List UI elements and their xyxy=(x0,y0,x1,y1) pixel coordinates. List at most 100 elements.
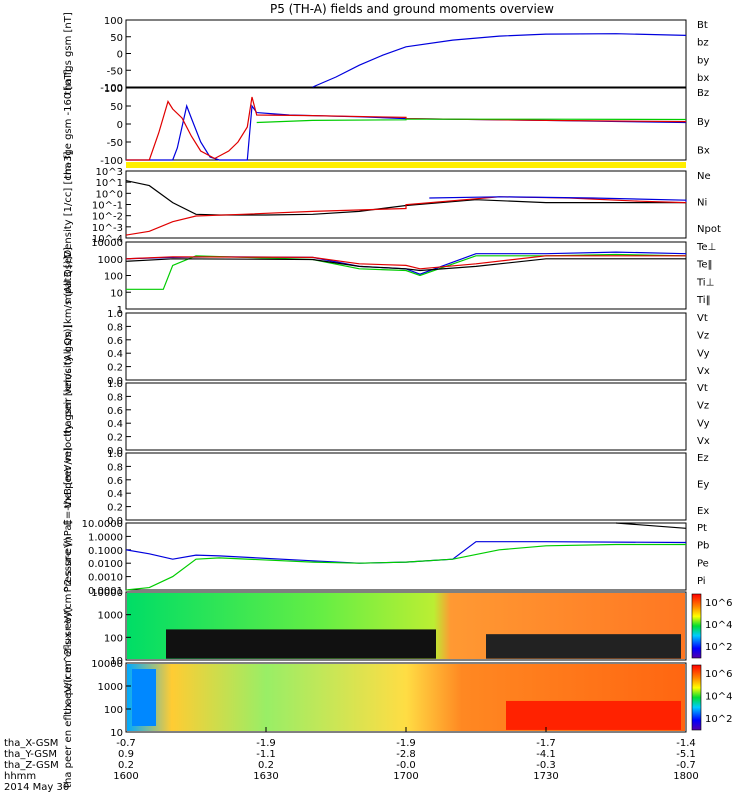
y-tick-label: 0.2 xyxy=(107,503,123,514)
y-tick-label: 50 xyxy=(110,33,123,44)
spectrogram-low-flux-region xyxy=(486,634,681,659)
y-tick-label: 0.1000 xyxy=(88,546,123,557)
series-line xyxy=(126,253,687,290)
y-tick-label: 0 xyxy=(117,50,123,61)
y-tick-label: 0.6 xyxy=(107,336,123,347)
y-axis-label-peer-spec: tha peer en eflux eV/(cm^2-s-sr-eV) xyxy=(63,607,74,788)
y-tick-label: 0.4 xyxy=(107,489,123,500)
y-tick-label: 0.6 xyxy=(107,476,123,487)
y-tick-label: 0.0 xyxy=(107,446,123,457)
spectrogram-cold-region xyxy=(132,669,156,726)
y-axis-label-text: E=-VxB [mV/m] xyxy=(63,447,74,525)
ephemeris-value: -0.7 xyxy=(676,760,696,771)
y-tick-label: 1000 xyxy=(98,255,123,266)
y-tick-label: 1000 xyxy=(98,682,123,693)
y-axis-label-text: tha fgs gsm [nT] xyxy=(63,12,74,95)
ephemeris-value: 1600 xyxy=(113,771,138,782)
legend-entry: bz xyxy=(697,38,709,49)
legend-entry: Bz xyxy=(697,88,709,99)
y-axis-label-text: Pressure [nPa] xyxy=(63,521,74,593)
quality-flag-bar xyxy=(126,162,686,168)
ephemeris-value: -1.9 xyxy=(256,738,276,749)
y-tick-label: 0 xyxy=(117,120,123,131)
y-axis-label-fge: tha fge gsm -160 [nT] xyxy=(63,69,74,178)
y-tick-label: 10^-1 xyxy=(92,201,123,212)
y-tick-label: 10 xyxy=(110,656,123,667)
y-axis-label-text: tha peer velocity gsm [km/s (All Qs)] xyxy=(63,325,74,509)
series-line xyxy=(429,196,687,202)
legend-entry: Pt xyxy=(697,523,707,534)
y-axis-label-fgs: tha fgs gsm [nT] xyxy=(63,12,74,95)
legend-entry: Pi xyxy=(697,576,706,587)
series-line xyxy=(125,543,686,591)
ephemeris-value: 1730 xyxy=(533,771,558,782)
legend-entry: Npot xyxy=(697,224,721,235)
series-line xyxy=(125,258,686,272)
panel-frame-efield xyxy=(125,452,687,521)
y-tick-label: 0.2 xyxy=(107,433,123,444)
legend-entry: bx xyxy=(697,73,709,84)
colorbar-tick-label: 10^4 xyxy=(705,620,732,631)
y-tick-label: 100 xyxy=(104,633,123,644)
ephemeris-value: -1.7 xyxy=(536,738,556,749)
colorbar-tick-label: 10^6 xyxy=(705,669,732,680)
ephemeris-value: 1700 xyxy=(393,771,418,782)
legend-entry: Te⊥ xyxy=(696,242,716,253)
y-tick-label: 1000 xyxy=(98,611,123,622)
ephemeris-value: -5.1 xyxy=(676,749,696,760)
y-tick-label: 10000 xyxy=(91,238,123,249)
y-tick-label: 100 xyxy=(104,272,123,283)
chart-title: P5 (TH-A) fields and ground moments over… xyxy=(270,2,554,16)
y-tick-label: -100 xyxy=(100,83,123,94)
y-tick-label: 100 xyxy=(104,16,123,27)
y-tick-label: 0.4 xyxy=(107,419,123,430)
ephemeris-value: 0.2 xyxy=(258,760,274,771)
legend-entry: Ti‖ xyxy=(696,295,711,306)
y-axis-label-text: Density [1/cc] [cm-3] xyxy=(63,151,74,257)
series-line xyxy=(125,255,686,270)
y-tick-label: 0.0010 xyxy=(88,573,123,584)
colorbar-tick-label: 10^6 xyxy=(705,598,732,609)
legend-entry: Ne xyxy=(697,171,711,182)
ephemeris-value: -1.9 xyxy=(396,738,416,749)
y-tick-label: 10.0000 xyxy=(82,519,123,530)
legend-entry: Ni xyxy=(697,198,707,209)
series-line xyxy=(615,522,687,529)
y-tick-label: 10000 xyxy=(91,659,123,670)
y-axis-label-text: tha peer en eflux eV/(cm^2-s-sr-eV) xyxy=(63,607,74,788)
y-axis-label-peer-velocity: tha peer velocity gsm [km/s (All Qs)] xyxy=(63,325,74,509)
y-axis-label-pressure: Pressure [nPa] xyxy=(63,521,74,593)
legend-entry: Vx xyxy=(697,366,710,377)
y-tick-label: 0.0100 xyxy=(88,559,123,570)
ephemeris-value: 0.9 xyxy=(118,749,134,760)
series-line xyxy=(126,96,687,161)
y-tick-label: 10^-3 xyxy=(92,223,123,234)
legend-entry: Bx xyxy=(697,146,710,157)
y-tick-label: 10^-2 xyxy=(92,212,123,223)
y-axis-label-text: tha peir en eflux eV/(cm^2-s-sr-eV) xyxy=(63,537,74,715)
y-tick-label: 0.8 xyxy=(107,392,123,403)
ephemeris-row-label: tha_Z-GSM xyxy=(4,760,59,771)
y-tick-label: 0.4 xyxy=(107,349,123,360)
legend-entry: Pb xyxy=(697,541,709,552)
legend-entry: Vy xyxy=(697,348,710,359)
legend-entry: Vt xyxy=(697,313,708,324)
y-tick-label: 50 xyxy=(110,102,123,113)
y-tick-label: 0.0 xyxy=(107,376,123,387)
panel-frame-pressure xyxy=(125,522,687,591)
colorbar-peir-spec xyxy=(691,593,702,659)
panel-frame-fgs xyxy=(125,19,687,88)
spectrogram-hot-region xyxy=(506,700,681,730)
y-tick-label: 10 xyxy=(110,288,123,299)
ephemeris-value: 1800 xyxy=(673,771,698,782)
ephemeris-value: -0.0 xyxy=(396,760,416,771)
spectrogram-low-flux-region xyxy=(166,629,436,659)
y-axis-label-text: tha fge gsm -160 [nT] xyxy=(63,69,74,178)
colorbar-tick-label: 10^2 xyxy=(705,642,732,653)
y-tick-label: 10 xyxy=(110,728,123,739)
series-line xyxy=(125,541,687,564)
y-tick-label: 1.0000 xyxy=(88,532,123,543)
y-tick-label: 1.0 xyxy=(107,449,123,460)
ephemeris-value: -1.4 xyxy=(676,738,696,749)
